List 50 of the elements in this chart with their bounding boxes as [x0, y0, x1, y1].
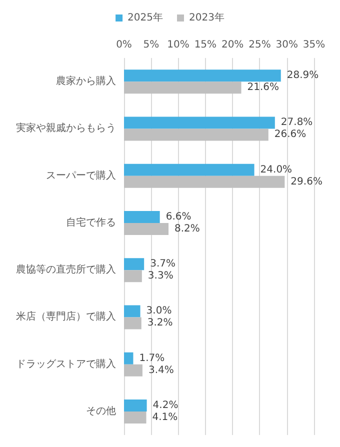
bar — [124, 399, 147, 412]
data-label: 21.6% — [247, 82, 280, 94]
y-tick-label: スーパーで購入 — [46, 169, 116, 182]
data-label: 1.7% — [139, 352, 165, 364]
bar — [124, 176, 285, 188]
data-label: 3.2% — [147, 318, 173, 329]
x-tick-label: 10% — [167, 40, 190, 50]
legend-label: 2023年 — [189, 12, 224, 24]
data-label: 3.4% — [148, 364, 174, 376]
data-label: 4.2% — [152, 400, 178, 411]
y-tick-label: 米店（専門店）で購入 — [16, 310, 116, 323]
data-label: 27.8% — [280, 117, 313, 128]
x-tick-label: 30% — [276, 40, 298, 50]
x-tick-label: 20% — [221, 40, 244, 50]
legend-label: 2025年 — [128, 12, 164, 24]
data-label: 28.9% — [286, 70, 319, 82]
data-label: 29.6% — [290, 176, 322, 188]
y-tick-label: その他 — [86, 404, 116, 417]
data-label: 24.0% — [260, 164, 292, 176]
data-label: 4.1% — [152, 412, 178, 423]
bar — [124, 305, 140, 318]
bar — [124, 222, 169, 235]
bar — [124, 70, 281, 82]
data-label: 3.3% — [148, 270, 174, 282]
bar — [124, 270, 142, 282]
data-label: 6.6% — [166, 211, 192, 222]
y-tick-label: 自宅で作る — [66, 216, 116, 228]
data-label: 8.2% — [174, 223, 200, 234]
data-label: 3.7% — [150, 258, 176, 270]
x-tick-label: 0% — [116, 40, 132, 50]
x-tick-label: 35% — [302, 40, 326, 50]
y-tick-label: 実家や親戚からもらう — [16, 122, 116, 134]
bar — [124, 364, 142, 376]
x-tick-label: 5% — [143, 40, 160, 50]
data-label: 3.0% — [146, 306, 172, 317]
bar — [124, 317, 142, 330]
bar — [124, 128, 268, 141]
bar — [124, 164, 254, 176]
bar — [124, 210, 160, 223]
bar — [124, 258, 144, 270]
x-tick-label: 15% — [194, 40, 217, 50]
data-label: 26.6% — [274, 129, 306, 140]
y-tick-label: 農協等の直売所で購入 — [16, 264, 116, 276]
y-tick-label: ドラッグストアで購入 — [16, 358, 116, 370]
bar — [124, 82, 242, 94]
bar — [124, 116, 275, 129]
y-tick-label: 農家から購入 — [56, 75, 116, 88]
bar — [124, 411, 146, 424]
x-tick-label: 25% — [248, 40, 271, 50]
bar — [124, 352, 134, 364]
